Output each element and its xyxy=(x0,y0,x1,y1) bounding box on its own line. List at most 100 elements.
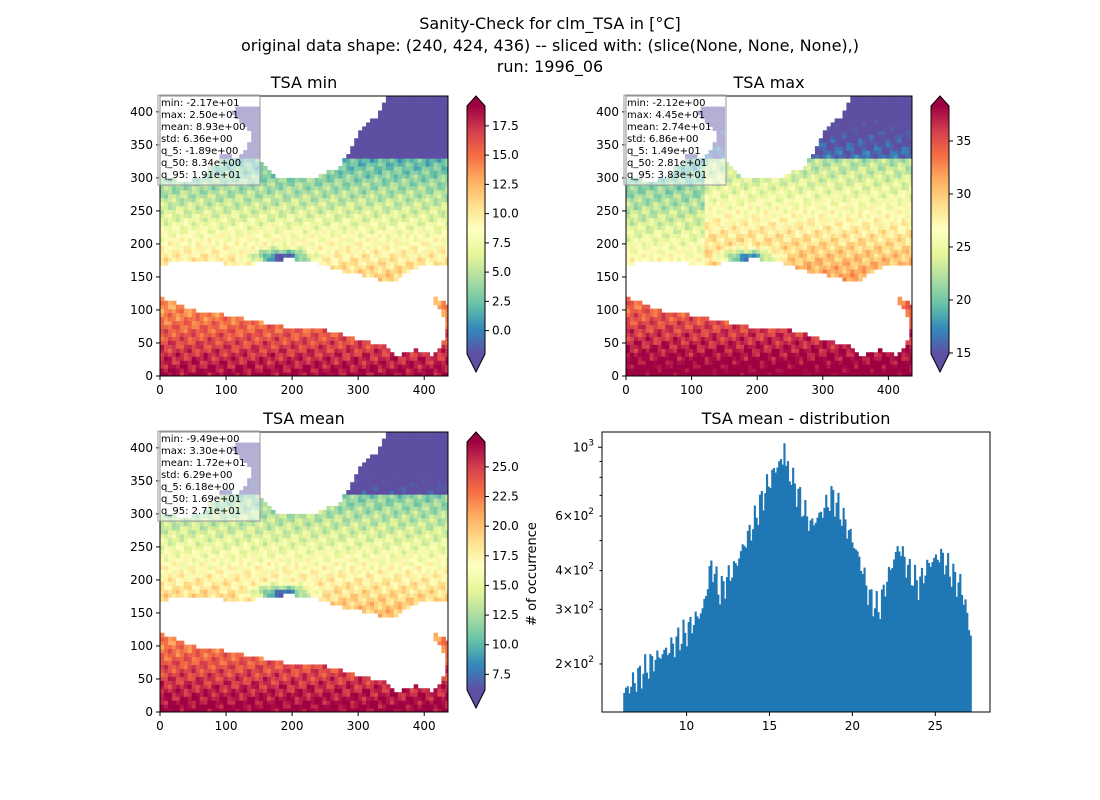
heatmap-cell xyxy=(286,213,292,219)
heatmap-cell xyxy=(330,169,335,175)
heatmap-cell xyxy=(342,201,347,207)
heatmap-cell xyxy=(346,158,351,163)
heatmap-cell xyxy=(286,233,292,238)
heatmap-cell xyxy=(370,150,375,155)
heatmap-cell xyxy=(278,352,284,357)
heatmap-cell xyxy=(294,185,300,191)
heatmap-cell xyxy=(219,217,225,223)
heatmap-cell xyxy=(775,332,781,337)
heatmap-cell xyxy=(405,368,411,373)
heatmap-cell xyxy=(759,205,765,211)
heatmap-cell xyxy=(215,352,221,357)
heatmap-cell xyxy=(389,253,395,258)
heatmap-cell xyxy=(326,340,332,345)
heatmap-cell xyxy=(445,130,448,135)
heatmap-cell xyxy=(374,142,379,147)
heatmap-cell xyxy=(350,336,355,341)
heatmap-cell xyxy=(728,360,733,365)
heatmap-cell xyxy=(688,221,694,227)
heatmap-cell xyxy=(247,360,252,365)
heatmap-cell xyxy=(665,245,670,250)
heatmap-cell xyxy=(377,173,383,179)
heatmap-cell xyxy=(421,110,427,116)
heatmap-cell xyxy=(645,328,651,334)
heatmap-cell xyxy=(163,233,169,238)
heatmap-cell xyxy=(370,368,375,373)
heatmap-cell xyxy=(637,193,643,199)
heatmap-cell xyxy=(163,372,169,376)
heatmap-cell xyxy=(243,221,248,227)
heatmap-cell xyxy=(342,344,347,349)
figure-title-line-2: original data shape: (240, 424, 436) -- … xyxy=(241,36,859,55)
heatmap-cell xyxy=(787,173,792,179)
heatmap-cell xyxy=(712,201,718,207)
heatmap-cell xyxy=(350,344,355,349)
heatmap-cell xyxy=(712,225,718,230)
heatmap-cell xyxy=(787,177,792,183)
heatmap-cell xyxy=(322,181,328,187)
heatmap-cell xyxy=(171,368,177,373)
heatmap-cell xyxy=(393,217,399,223)
heatmap-cell xyxy=(445,320,448,326)
heatmap-cell xyxy=(294,257,300,262)
heatmap-cell xyxy=(385,154,391,159)
heatmap-cell xyxy=(716,189,722,195)
heatmap-cell xyxy=(645,304,651,310)
heatmap-cell xyxy=(629,253,635,258)
heatmap-cell xyxy=(223,245,228,250)
heatmap-cell xyxy=(441,217,446,223)
heatmap-cell xyxy=(370,142,375,147)
heatmap-cell xyxy=(681,217,686,223)
heatmap-cell xyxy=(223,249,228,254)
heatmap-cell xyxy=(810,368,816,373)
heatmap-cell xyxy=(748,237,753,242)
heatmap-cell xyxy=(160,201,165,207)
heatmap-cell xyxy=(763,356,769,361)
heatmap-cell xyxy=(207,205,213,211)
heatmap-cell xyxy=(381,249,387,254)
heatmap-cell xyxy=(775,185,781,191)
heatmap-cell xyxy=(374,241,379,246)
x-tick-label: 100 xyxy=(215,383,238,397)
heatmap-cell xyxy=(251,344,256,349)
heatmap-cell xyxy=(803,189,808,195)
heatmap-cell xyxy=(799,257,804,262)
heatmap-cell xyxy=(294,352,300,357)
heatmap-cell xyxy=(771,332,777,337)
heatmap-cell xyxy=(783,245,788,250)
heatmap-cell xyxy=(374,269,379,274)
heatmap-cell xyxy=(223,316,228,322)
heatmap-cell xyxy=(255,352,260,357)
heatmap-cell xyxy=(219,221,225,227)
heatmap-cell xyxy=(437,225,442,230)
heatmap-cell xyxy=(346,233,351,238)
heatmap-cell xyxy=(779,205,785,211)
heatmap-cell xyxy=(653,316,659,322)
heatmap-cell xyxy=(779,340,785,345)
heatmap-cell xyxy=(724,233,729,238)
heatmap-cell xyxy=(290,368,296,373)
heatmap-cell xyxy=(803,221,808,227)
heatmap-cell xyxy=(330,185,335,191)
heatmap-cell xyxy=(740,233,745,238)
heatmap-cell xyxy=(377,348,383,353)
heatmap-cell xyxy=(626,360,631,365)
heatmap-cell xyxy=(211,213,217,219)
heatmap-cell xyxy=(310,241,316,246)
heatmap-cell xyxy=(187,205,193,211)
heatmap-cell xyxy=(421,162,427,167)
heatmap-cell xyxy=(791,368,796,373)
heatmap-cell xyxy=(437,257,442,262)
heatmap-cell xyxy=(673,332,678,337)
heatmap-cell xyxy=(732,185,737,191)
heatmap-cell xyxy=(677,340,682,345)
heatmap-cell xyxy=(779,217,785,223)
heatmap-cell xyxy=(354,169,359,175)
heatmap-cell xyxy=(685,364,690,369)
heatmap-cell xyxy=(779,245,785,250)
heatmap-cell xyxy=(385,261,391,266)
heatmap-cell xyxy=(215,217,221,223)
heatmap-cell xyxy=(358,150,363,155)
heatmap-cell xyxy=(783,173,788,179)
heatmap-cell xyxy=(425,368,431,373)
